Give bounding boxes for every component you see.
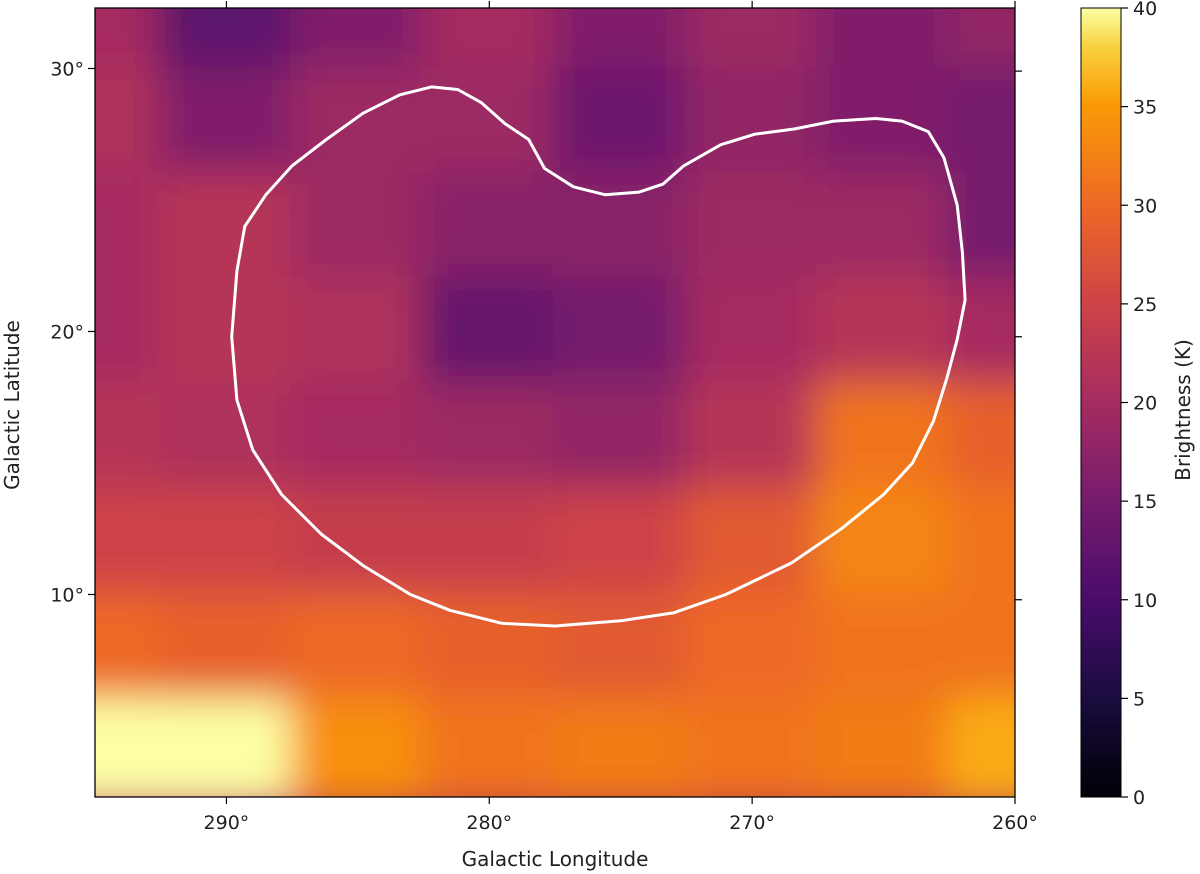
heatmap-cell [290, 697, 426, 797]
x-tick-label: 280° [466, 812, 512, 834]
heatmap-cell [95, 487, 163, 597]
heatmap-cells [95, 8, 1015, 797]
heatmap-cell [947, 487, 1015, 597]
x-tick-label: 270° [729, 812, 775, 834]
heatmap-cell [290, 66, 426, 176]
heatmap-cell [815, 8, 952, 71]
heatmap-cell [95, 66, 163, 176]
heatmap-cell [684, 276, 820, 387]
y-tick-label: 20° [50, 321, 84, 343]
heatmap-cell [684, 66, 820, 176]
heatmap-cell [815, 592, 952, 702]
heatmap-cell [553, 592, 689, 702]
y-axis-ticks: 30° 20° 10° [50, 58, 1022, 606]
colorbar [1080, 7, 1122, 798]
heatmap-cell [158, 487, 295, 597]
heatmap-cell [421, 276, 557, 387]
heatmap-cell [290, 171, 426, 281]
heatmap-cell [947, 382, 1015, 492]
heatmap-cell [947, 8, 1015, 71]
heatmap-cell [290, 276, 426, 387]
heatmap-cell [815, 276, 952, 387]
heatmap-cell [421, 487, 557, 597]
heatmap-cell [95, 592, 163, 702]
heatmap-area [95, 8, 1015, 797]
heatmap-cell [158, 66, 295, 176]
colorbar-tick-label: 0 [1133, 787, 1145, 809]
heatmap-cell [684, 697, 820, 797]
colorbar-tick-label: 35 [1133, 97, 1157, 119]
plot-frame [94, 7, 1016, 798]
x-axis-label: Galactic Longitude [462, 847, 649, 871]
heatmap-cell [421, 8, 557, 71]
heatmap-cell [290, 8, 426, 71]
heatmap-cell [684, 592, 820, 702]
y-tick-label: 30° [50, 58, 84, 80]
heatmap-cell [684, 382, 820, 492]
x-tick-label: 290° [204, 812, 250, 834]
heatmap-cell [684, 171, 820, 281]
heatmap-cell [95, 8, 163, 71]
colorbar-label: Brightness (K) [1171, 339, 1195, 481]
colorbar-tick-label: 30 [1133, 195, 1157, 217]
heatmap-cell [815, 487, 952, 597]
heatmap-cell [290, 382, 426, 492]
heatmap-cell [421, 382, 557, 492]
heatmap-cell [421, 592, 557, 702]
heatmap-cell [95, 171, 163, 281]
heatmap-cell [421, 66, 557, 176]
region-contour [230, 85, 967, 628]
heatmap-cell [421, 171, 557, 281]
heatmap-cell [158, 382, 295, 492]
colorbar-tick-label: 25 [1133, 294, 1157, 316]
heatmap-cell [158, 276, 295, 387]
heatmap-cell [553, 171, 689, 281]
heatmap-cell [815, 171, 952, 281]
y-axis-label: Galactic Latitude [0, 320, 24, 490]
heatmap-cell [95, 697, 163, 797]
x-tick-label: 260° [992, 812, 1038, 834]
heatmap-cell [421, 697, 557, 797]
heatmap-cell [947, 66, 1015, 176]
heatmap-cell [553, 697, 689, 797]
colorbar-ticks: 0 5 10 15 20 25 30 35 40 [1121, 0, 1157, 809]
colorbar-tick-label: 10 [1133, 590, 1157, 612]
heatmap-cell [947, 697, 1015, 797]
heatmap-cell [815, 382, 952, 492]
colorbar-tick-label: 20 [1133, 393, 1157, 415]
heatmap-cell [947, 592, 1015, 702]
heatmap-cell [290, 487, 426, 597]
heatmap-cell [290, 592, 426, 702]
heatmap-cell [158, 8, 295, 71]
colorbar-tick-label: 5 [1133, 688, 1145, 710]
heatmap-cell [553, 66, 689, 176]
heatmap-cell [684, 8, 820, 71]
heatmap-cell [553, 487, 689, 597]
colorbar-tick-label: 40 [1133, 0, 1157, 20]
heatmap-cell [95, 382, 163, 492]
colorbar-tick-label: 15 [1133, 491, 1157, 513]
x-axis-ticks: 290° 280° 270° 260° [204, 1, 1038, 834]
y-tick-label: 10° [50, 584, 84, 606]
heatmap-cell [553, 8, 689, 71]
heatmap-cell [553, 276, 689, 387]
heatmap-cell [158, 592, 295, 702]
heatmap-cell [158, 697, 295, 797]
heatmap-cell [553, 382, 689, 492]
heatmap-cell [815, 697, 952, 797]
heatmap-cell [684, 487, 820, 597]
heatmap-cell [95, 276, 163, 387]
